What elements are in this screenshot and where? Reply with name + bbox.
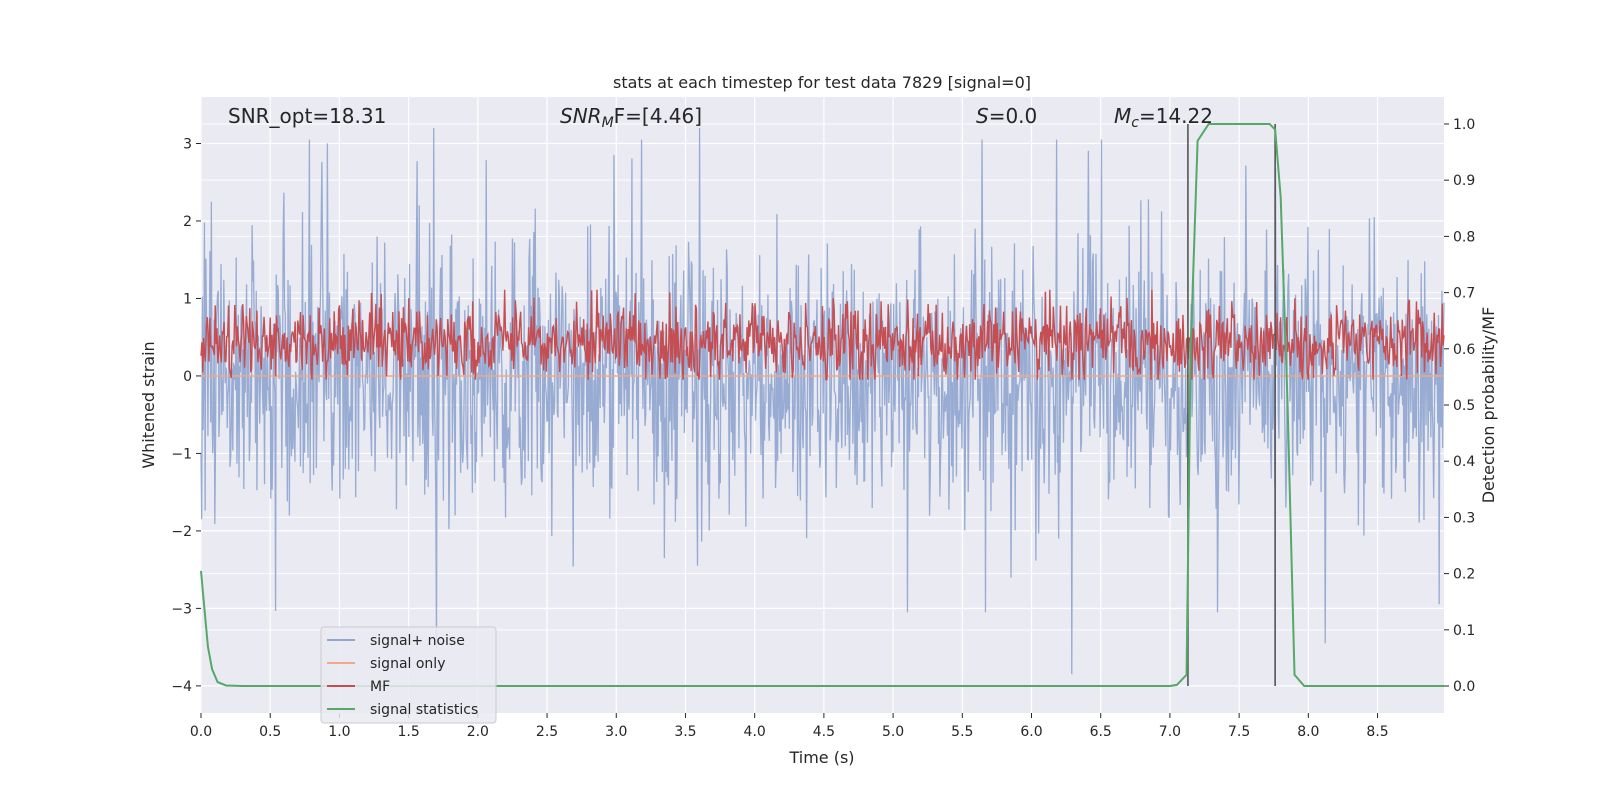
x-tick-label-4.0: 4.0: [744, 724, 766, 740]
x-tick-label-6.0: 6.0: [1020, 724, 1042, 740]
legend-box: [320, 626, 497, 724]
y-tick-label-−1: −1: [171, 446, 192, 462]
x-tick-label-6.5: 6.5: [1090, 724, 1112, 740]
y2-tick-label-0.0: 0.0: [1453, 679, 1475, 695]
legend-label-mf: MF: [370, 679, 390, 695]
y-tick-label-0: 0: [183, 369, 192, 385]
y2-tick-label-0.7: 0.7: [1453, 286, 1475, 302]
series-signal-statistics: [200, 122, 1444, 688]
annotation-s-main: S: [976, 104, 989, 128]
x-tick-label-0.5: 0.5: [259, 724, 281, 740]
x-tick-label-2.0: 2.0: [467, 724, 489, 740]
legend-label-signal-statistics: signal statistics: [370, 702, 478, 718]
x-tick-label-7.5: 7.5: [1228, 724, 1250, 740]
x-tick-label-3.0: 3.0: [605, 724, 627, 740]
x-tick-label-8.0: 8.0: [1297, 724, 1319, 740]
x-tick-label-4.5: 4.5: [813, 724, 835, 740]
x-tick-label-8.5: 8.5: [1366, 724, 1388, 740]
tick-labels: 0.0 0.5 1.0 1.5 2.0 2.5 3.0 3.5 4.0 4.5 5.0 5.5 6.0 6…: [171, 117, 1475, 740]
y2-tick-label-0.6: 0.6: [1453, 342, 1475, 358]
annotation-snr-mf-main: SNR: [560, 104, 602, 128]
y-tick-label-−2: −2: [171, 524, 192, 540]
x-tick-label-0.0: 0.0: [190, 724, 212, 740]
y2-tick-label-0.5: 0.5: [1453, 398, 1475, 414]
x-tick-label-3.5: 3.5: [674, 724, 696, 740]
y2-tick-label-0.2: 0.2: [1453, 567, 1475, 583]
y-tick-label-2: 2: [183, 214, 192, 230]
x-tick-label-5.5: 5.5: [951, 724, 973, 740]
x-tick-label-5.0: 5.0: [882, 724, 904, 740]
annotation-snr-mf-rest: F=[4.46]: [614, 104, 702, 128]
x-tick-label-1.0: 1.0: [328, 724, 350, 740]
annotation-snr-mf: SNRMF=[4.46]: [560, 104, 702, 131]
y-axis-label: Whitened strain: [139, 341, 158, 468]
series-mf: [200, 289, 1445, 381]
y-tick-label-1: 1: [183, 291, 192, 307]
legend-label-signal-only: signal only: [370, 656, 445, 672]
y-tick-label-−3: −3: [171, 601, 192, 617]
y2-axis-label: Detection probability/MF: [1479, 307, 1498, 504]
series-signal-statistics-line: [200, 122, 1444, 688]
y2-tick-label-0.1: 0.1: [1453, 623, 1475, 639]
annotation-snr-opt: SNR_opt=18.31: [228, 104, 386, 128]
y2-tick-label-0.3: 0.3: [1453, 510, 1475, 526]
y2-tick-label-1.0: 1.0: [1453, 117, 1475, 133]
annotation-snr-mf-sub: M: [602, 115, 614, 131]
annotation-s: S=0.0: [976, 104, 1037, 128]
annotation-mc-main: M: [1114, 104, 1131, 128]
annotation-mc: Mc=14.22: [1114, 104, 1213, 131]
annotation-mc-sub: c: [1131, 115, 1139, 131]
annotation-mc-rest: =14.22: [1139, 104, 1213, 128]
x-tick-label-7.0: 7.0: [1159, 724, 1181, 740]
x-tick-label-1.5: 1.5: [397, 724, 419, 740]
x-tick-label-2.5: 2.5: [536, 724, 558, 740]
chart-title: stats at each timestep for test data 782…: [613, 73, 1031, 92]
legend-label-signal-noise: signal+ noise: [370, 633, 465, 649]
legend: signal+ noise signal only MF signal stat…: [320, 626, 497, 724]
y2-tick-label-0.4: 0.4: [1453, 454, 1475, 470]
series-mf-line: [200, 289, 1445, 381]
annotation-s-rest: =0.0: [989, 104, 1038, 128]
y2-tick-label-0.8: 0.8: [1453, 229, 1475, 245]
y-tick-label-3: 3: [183, 136, 192, 152]
x-axis-label: Time (s): [788, 748, 854, 767]
y-tick-label-−4: −4: [171, 679, 192, 695]
y2-tick-label-0.9: 0.9: [1453, 173, 1475, 189]
